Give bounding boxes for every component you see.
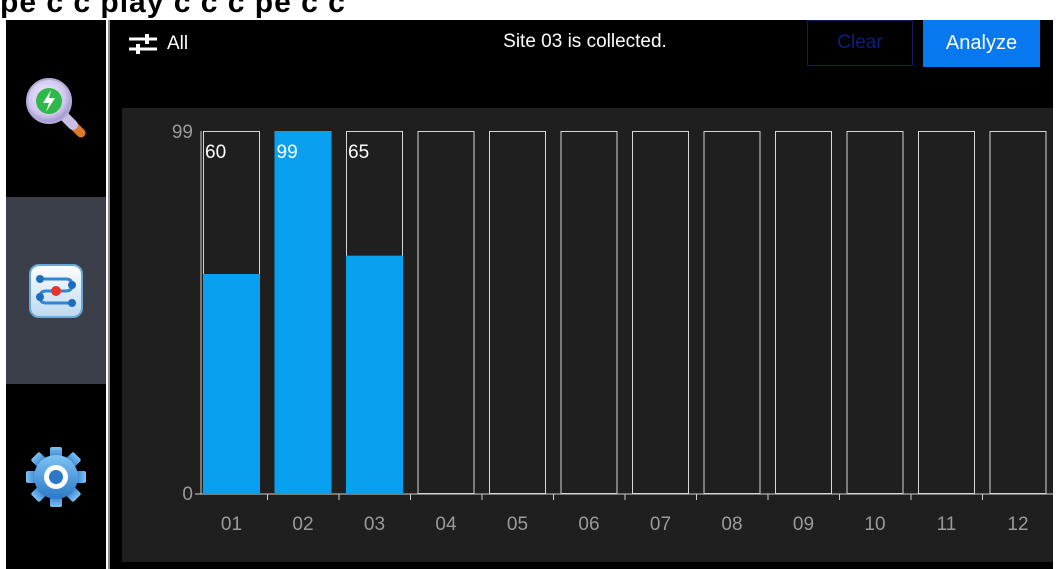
analyze-button[interactable]: Analyze [923, 20, 1040, 67]
main-panel: All Site 03 is collected. Clear Analyze … [110, 20, 1053, 569]
bar-frame [918, 131, 975, 494]
y-tick-label: 99 [172, 122, 193, 143]
x-tick-label: 03 [364, 514, 385, 535]
data-label: 65 [348, 142, 369, 163]
x-tick-label: 10 [864, 514, 885, 535]
bar-frame [632, 131, 689, 494]
x-tick-label: 07 [650, 514, 671, 535]
clipped-header-text-content: pe c c play c c c pe c c [0, 0, 346, 19]
bar-frame [846, 131, 904, 494]
x-tick-label: 06 [578, 514, 599, 535]
bar-frame [417, 131, 475, 494]
x-tick-label: 12 [1007, 514, 1028, 535]
filter-label: All [167, 33, 189, 54]
bar-frame [560, 131, 618, 494]
clipped-header-text: pe c c play c c c pe c c [0, 0, 1057, 20]
sidebar-item-analyze[interactable] [6, 20, 106, 196]
sensor-sites-icon [29, 263, 83, 318]
gear-icon [26, 447, 86, 507]
x-tick-label: 09 [793, 514, 814, 535]
data-label: 99 [277, 142, 298, 163]
sliders-icon [129, 34, 157, 54]
x-tick-label: 11 [937, 514, 957, 535]
bar-chart: 0 99 60 01 99 02 65 03 04 05 06 07 08 09 10 11 12 [172, 122, 1053, 535]
sidebar-item-settings[interactable] [6, 385, 106, 569]
x-tick-label: 05 [507, 514, 528, 535]
x-tick-label: 02 [292, 514, 313, 535]
sidebar-divider [108, 20, 110, 569]
x-tick-label: 08 [721, 514, 742, 535]
bar-frame [489, 131, 546, 494]
filter-selector[interactable]: All [128, 29, 188, 59]
bar [203, 274, 260, 494]
status-message: Site 03 is collected. [503, 31, 667, 52]
sidebar [6, 20, 106, 569]
search-lightning-icon [26, 78, 86, 138]
right-edge [1053, 20, 1057, 569]
bar [346, 255, 403, 494]
bar [274, 131, 332, 494]
sidebar-item-collect[interactable] [6, 197, 106, 384]
x-tick-label: 01 [221, 514, 242, 535]
clear-button[interactable]: Clear [807, 20, 913, 66]
data-label: 60 [205, 142, 226, 163]
chart-panel: 0 99 60 01 99 02 65 03 04 05 06 07 08 09 10 11 12 [122, 108, 1053, 562]
x-tick-label: 04 [435, 514, 457, 535]
bar-frame [703, 131, 761, 494]
bar-frame [775, 131, 832, 494]
bar-frame [989, 131, 1047, 494]
y-tick-label: 0 [182, 484, 193, 505]
header: All Site 03 is collected. Clear Analyze [110, 20, 1053, 72]
